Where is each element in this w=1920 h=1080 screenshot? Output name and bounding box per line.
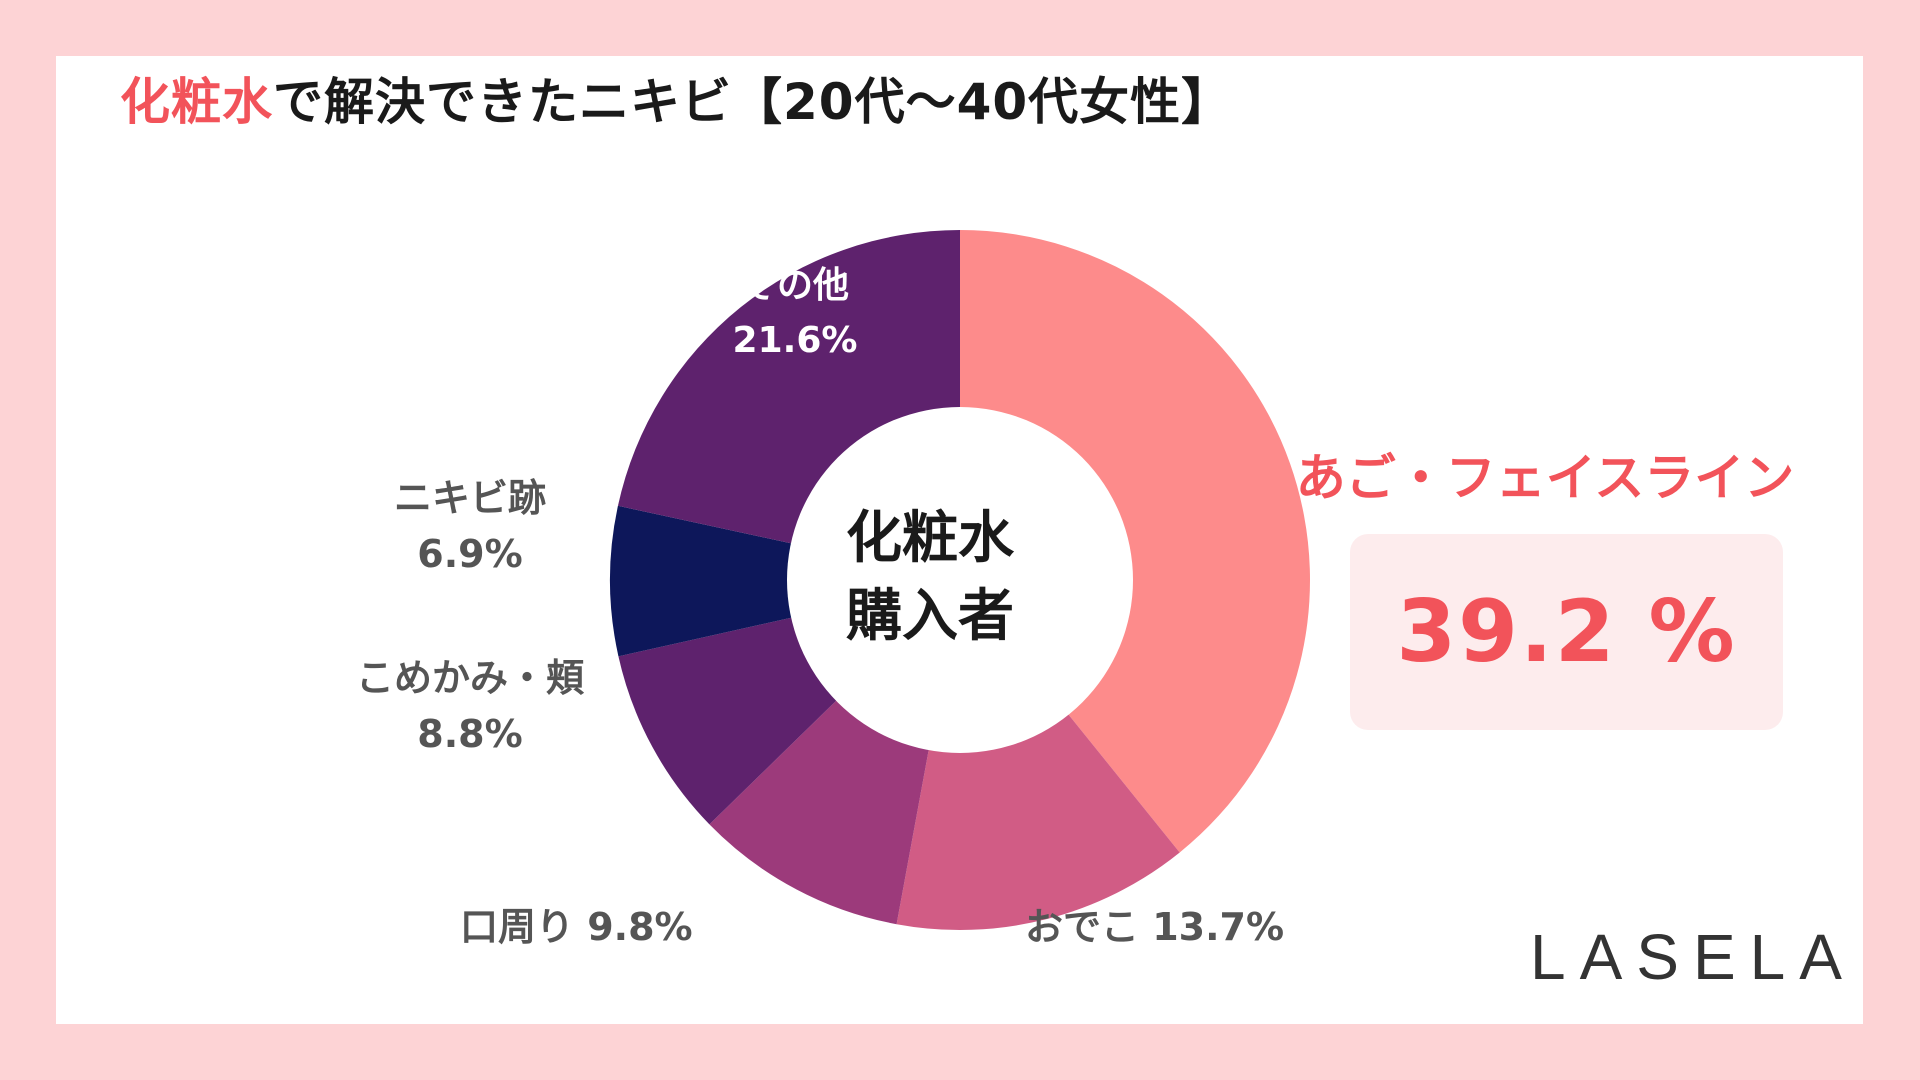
- slice-label-other-name: その他: [740, 265, 849, 306]
- center-label-line2: 購入者: [846, 584, 1014, 649]
- chart-title: 化粧水で解決できたニキビ【20代〜40代女性】: [120, 62, 1232, 134]
- slice-label-acne-scar-value: 6.9%: [417, 532, 523, 576]
- chart-title-accent: 化粧水: [120, 73, 273, 131]
- center-label: 化粧水 購入者: [800, 500, 1060, 656]
- donut-hole: [787, 407, 1133, 753]
- slice-label-mouth: 口周り 9.8%: [460, 905, 693, 949]
- slice-label-temple-cheek: こめかみ・頬 8.8%: [340, 650, 600, 762]
- center-label-line1: 化粧水: [846, 506, 1014, 571]
- slice-label-forehead: おでこ 13.7%: [1025, 905, 1285, 949]
- slice-label-acne-scar-name: ニキビ跡: [393, 476, 546, 520]
- slice-label-other: その他 21.6%: [670, 258, 920, 368]
- chart-title-rest: で解決できたニキビ【20代〜40代女性】: [273, 73, 1233, 131]
- highlight-value-box: 39.2 %: [1350, 534, 1783, 730]
- brand-logo: LASELA: [1530, 921, 1856, 993]
- slice-label-temple-cheek-value: 8.8%: [417, 712, 523, 756]
- slice-label-acne-scar: ニキビ跡 6.9%: [350, 470, 590, 582]
- highlight-value: 39.2 %: [1396, 582, 1737, 682]
- highlight-category-name: あご・フェイスライン: [1295, 449, 1795, 507]
- slice-acne-scar: [610, 505, 960, 657]
- slice-label-other-value: 21.6%: [732, 320, 858, 361]
- slice-label-temple-cheek-name: こめかみ・頬: [355, 656, 584, 700]
- slice-chin-faceline: [960, 230, 1310, 853]
